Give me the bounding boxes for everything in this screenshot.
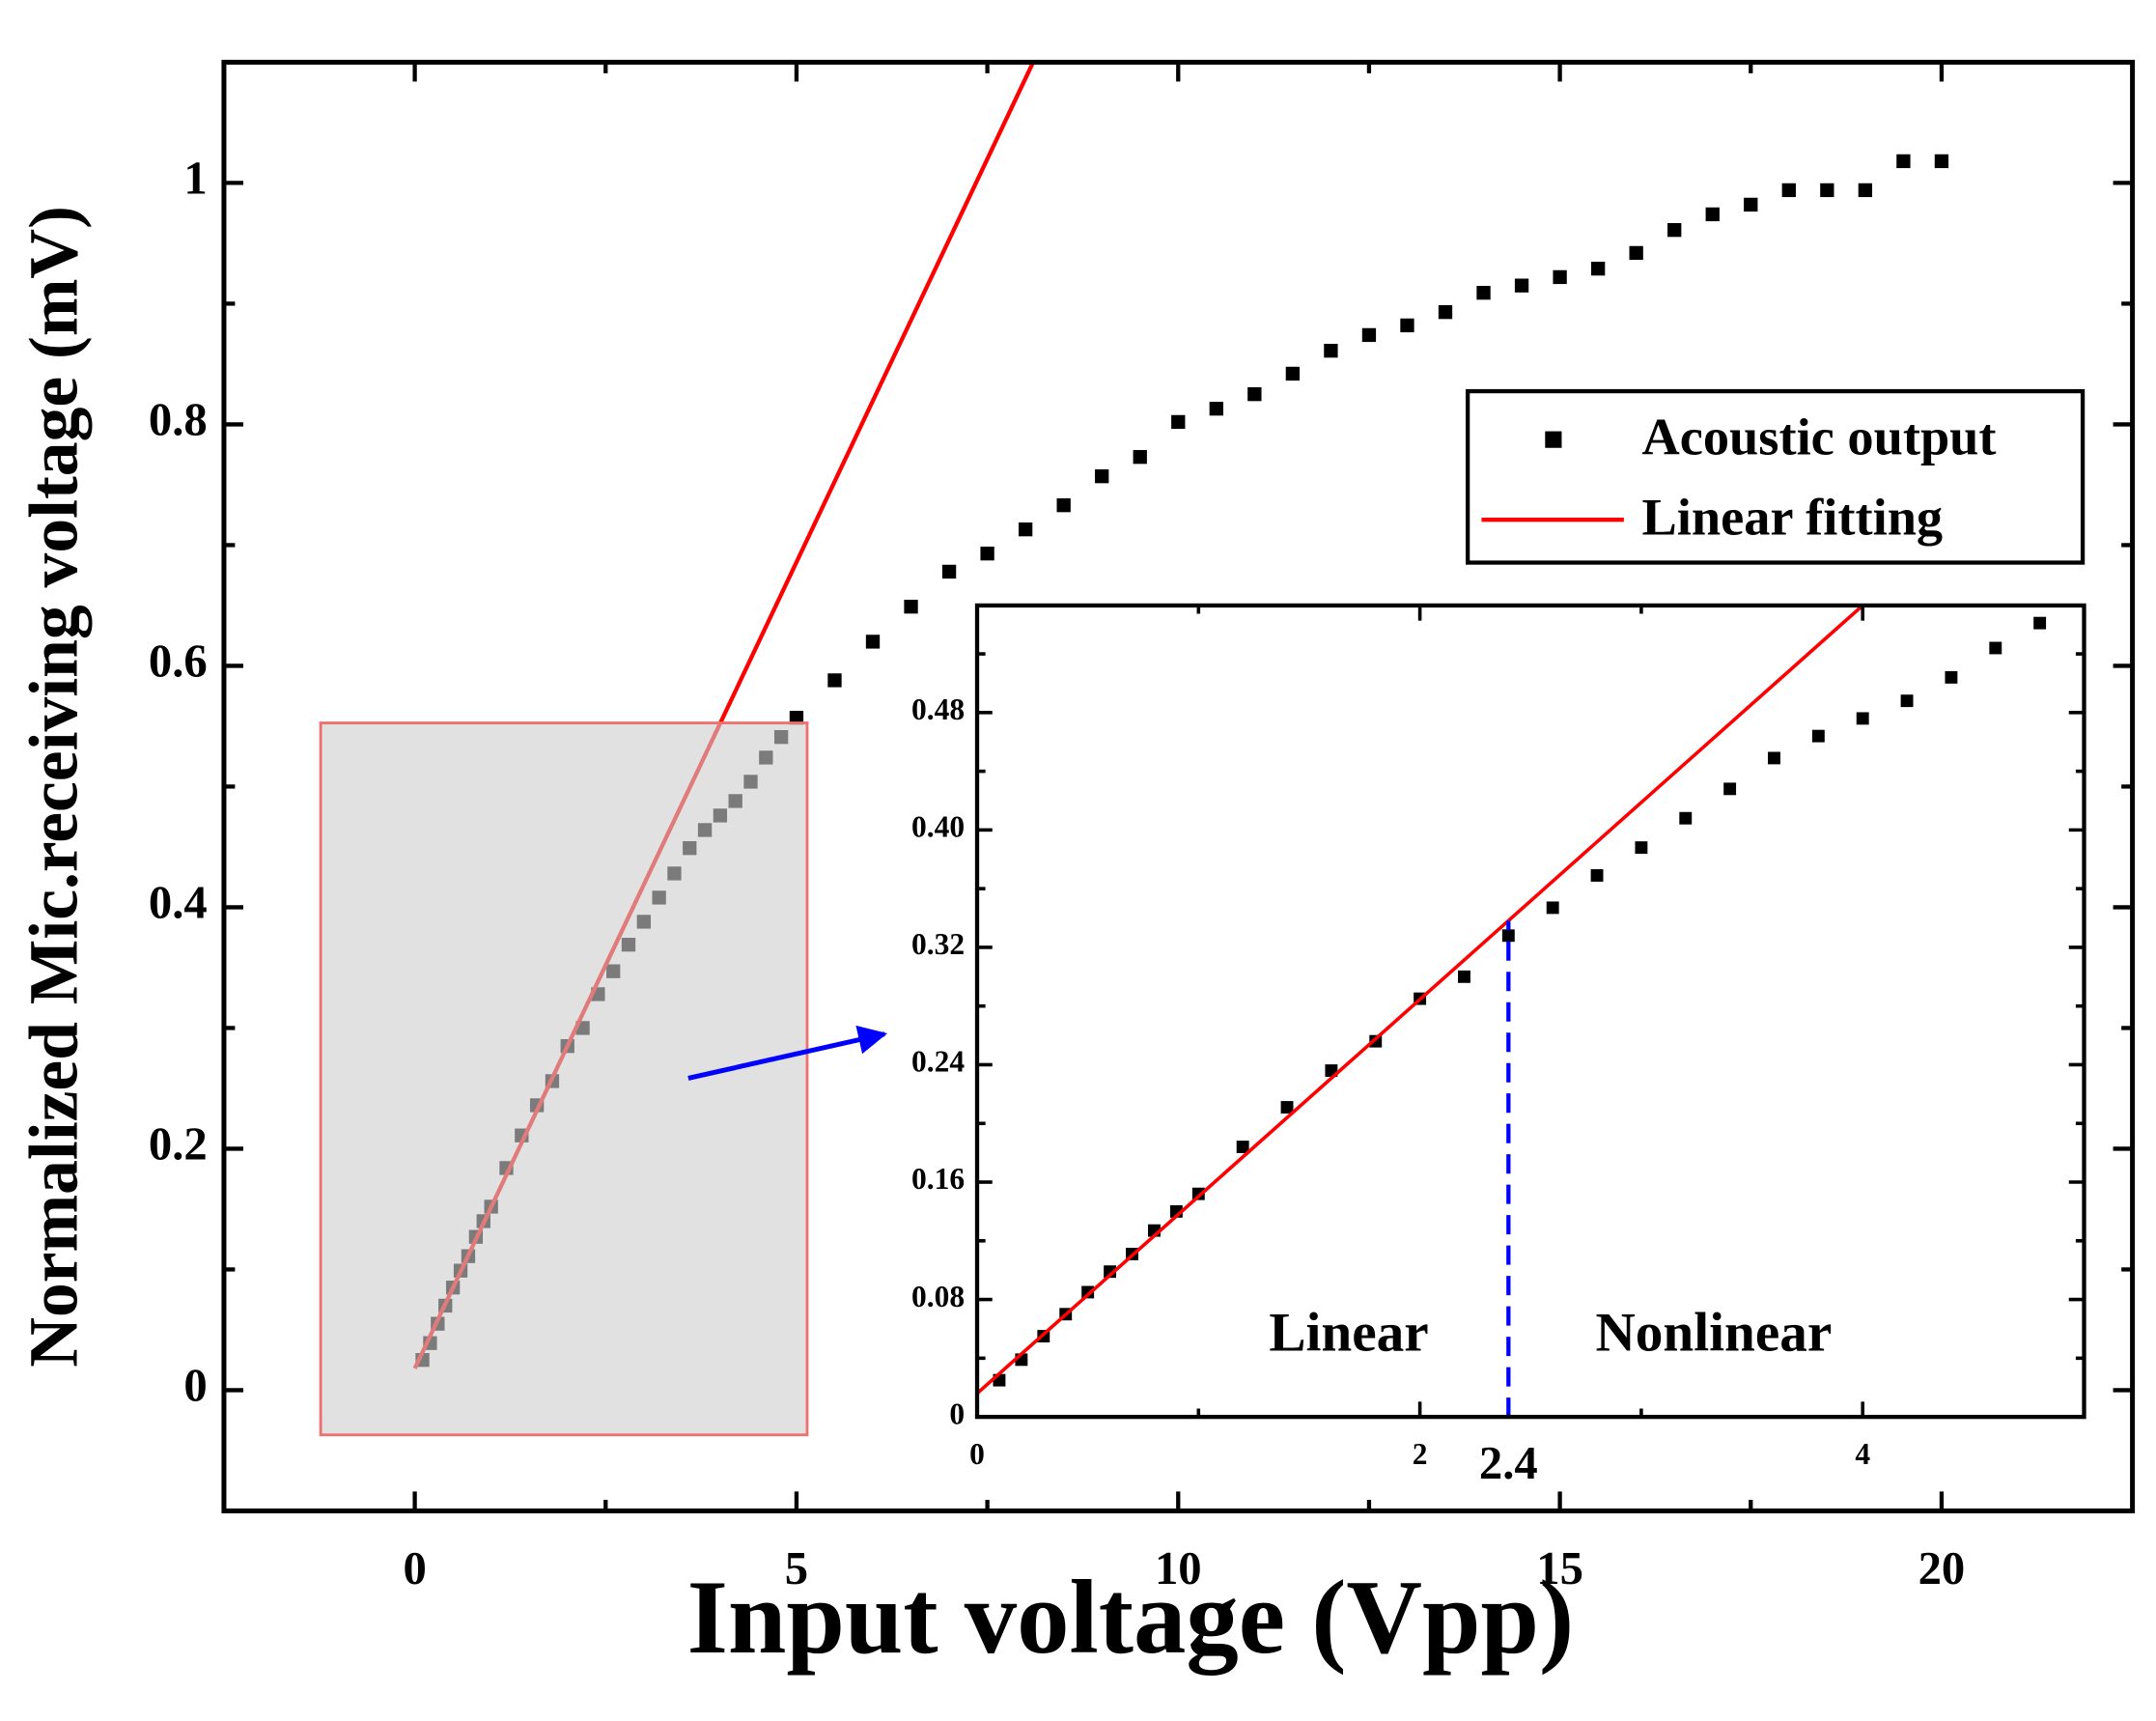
data-point <box>1133 450 1147 465</box>
data-point <box>1056 498 1071 513</box>
data-point <box>1590 262 1606 276</box>
data-point <box>1856 712 1869 725</box>
y-tick-label: 0.08 <box>911 1280 965 1313</box>
data-point <box>1590 869 1604 882</box>
data-point <box>865 635 881 649</box>
data-point <box>1476 286 1491 300</box>
data-point <box>1900 694 1914 708</box>
data-point <box>1514 278 1529 293</box>
data-point <box>1095 469 1109 484</box>
y-tick-label: 0.24 <box>911 1045 965 1079</box>
y-tick-label: 0.40 <box>911 810 965 844</box>
y-tick-label: 0.4 <box>149 877 208 929</box>
data-point <box>1458 970 1470 983</box>
data-point <box>1280 1101 1294 1114</box>
plot-background <box>977 605 2085 1418</box>
y-tick-label: 0.6 <box>149 635 208 688</box>
data-point <box>1723 782 1737 796</box>
y-tick-label: 0 <box>949 1397 965 1430</box>
data-point <box>1501 929 1515 943</box>
y-tick-label: 0.8 <box>149 394 208 446</box>
region-label: Linear <box>1269 1303 1428 1364</box>
x-tick-label: 5 <box>785 1542 808 1594</box>
data-point <box>1629 245 1643 261</box>
plot-frame <box>974 603 2086 1420</box>
x-tick-label: 10 <box>1155 1542 1202 1594</box>
data-point <box>1679 811 1693 825</box>
legend-swatch <box>1545 431 1562 448</box>
data-point <box>1858 183 1873 198</box>
y-tick-label: 0 <box>183 1360 207 1412</box>
data-point <box>1018 522 1033 537</box>
data-point <box>1553 269 1567 285</box>
data-point <box>1667 223 1682 238</box>
legend-label: Acoustic output <box>1641 409 1996 466</box>
data-point <box>1896 154 1911 169</box>
data-point <box>1438 305 1453 320</box>
data-point <box>1768 751 1780 765</box>
fit-line <box>977 605 1864 1396</box>
data-point <box>1781 183 1796 198</box>
data-point <box>1171 414 1186 430</box>
data-point <box>2033 616 2047 630</box>
data-point <box>1209 402 1223 416</box>
y-tick-label: 0.2 <box>149 1118 208 1171</box>
y-tick-label: 0.32 <box>911 927 965 961</box>
legend-box <box>1465 388 2086 565</box>
data-point <box>789 711 804 725</box>
data-point <box>1945 670 1958 684</box>
data-point <box>1989 641 2002 655</box>
x-tick-label: 0 <box>403 1542 426 1594</box>
data-point <box>1546 901 1559 915</box>
inset-plot: 2.4 Linear Nonlinear 0 2 4 0 0.08 0.16 0.24 0.32 0.… <box>911 603 2086 1489</box>
data-point <box>1285 366 1301 381</box>
plot-area <box>977 605 2047 1418</box>
data-point <box>1744 197 1758 212</box>
data-point <box>980 547 994 561</box>
legend-label: Linear fitting <box>1641 489 1943 547</box>
data-point <box>904 600 918 614</box>
x-tick-label: 0 <box>969 1437 985 1471</box>
zoom-region <box>319 721 809 1437</box>
data-point <box>1820 183 1834 198</box>
data-point <box>1635 841 1648 855</box>
data-point <box>941 564 957 579</box>
y-axis-label: Normalized Mic.receiving voltage (mV) <box>15 206 92 1368</box>
x-axis-label: Input voltage (Vpp) <box>687 1559 1575 1676</box>
data-point <box>1324 344 1338 358</box>
region-label: Nonlinear <box>1595 1303 1832 1364</box>
data-point <box>1400 318 1414 333</box>
zoom-arrow <box>687 1025 888 1081</box>
data-point <box>1081 1285 1095 1299</box>
data-point <box>1934 154 1949 169</box>
x-tick-label: 20 <box>1918 1542 1966 1594</box>
data-point <box>1705 207 1720 222</box>
x-tick-label: 4 <box>1855 1437 1870 1471</box>
y-tick-label: 1 <box>183 153 207 205</box>
threshold-label: 2.4 <box>1479 1437 1538 1489</box>
data-point <box>1811 729 1825 743</box>
data-point <box>827 673 842 688</box>
x-tick-label: 15 <box>1536 1542 1583 1594</box>
y-tick-label: 0.48 <box>911 692 965 726</box>
data-point <box>1361 327 1377 343</box>
x-tick-label: 2 <box>1413 1437 1428 1471</box>
data-point <box>1247 387 1262 402</box>
y-tick-label: 0.16 <box>911 1162 965 1196</box>
data-point <box>1236 1141 1249 1153</box>
